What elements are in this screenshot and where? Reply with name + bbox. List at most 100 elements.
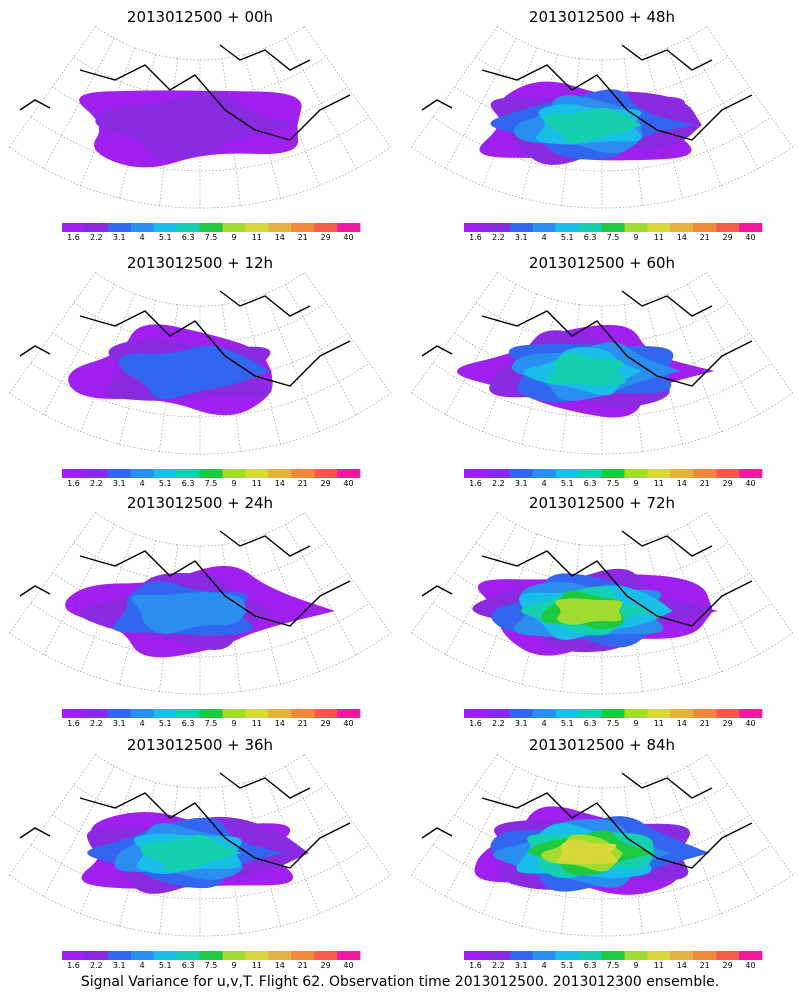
- colorbar-label: 40: [745, 233, 755, 242]
- variance-field: [472, 568, 719, 656]
- colorbar-swatch: [509, 469, 533, 478]
- colorbar-swatch: [245, 709, 269, 718]
- colorbar-swatch: [268, 951, 292, 960]
- colorbar-label: 21: [700, 233, 710, 242]
- variance-field: [474, 806, 710, 895]
- colorbar-swatch: [624, 951, 648, 960]
- colorbar: 1.6 2.2 3.1 4 5.1 6.3 7.5 9 11 14 21 29 40: [62, 223, 361, 242]
- colorbar-label: 9: [231, 479, 236, 488]
- colorbar-label: 7.5: [607, 233, 620, 242]
- colorbar-label: 21: [298, 961, 308, 970]
- colorbar-swatch: [199, 951, 223, 960]
- colorbar-swatch: [62, 223, 86, 232]
- colorbar-swatch: [716, 709, 740, 718]
- figure-caption: Signal Variance for u,v,T. Flight 62. Ob…: [81, 974, 719, 990]
- colorbar-swatch: [84, 709, 109, 718]
- colorbar-label: 7.5: [607, 961, 620, 970]
- colorbar-label: 11: [654, 233, 664, 242]
- colorbar-label: 9: [231, 719, 236, 728]
- colorbar-swatch: [176, 709, 200, 718]
- colorbar-label: 5.1: [561, 233, 574, 242]
- colorbar-swatch: [464, 951, 488, 960]
- colorbar-swatch: [578, 951, 602, 960]
- map-panel: 2013012500 + 60h 1.6 2.2 3.1 4 5.1 6.3 7.5 9 11 14…: [410, 254, 794, 488]
- colorbar-label: 21: [700, 719, 710, 728]
- colorbar-label: 29: [723, 961, 733, 970]
- colorbar-label: 4: [140, 233, 145, 242]
- colorbar: 1.6 2.2 3.1 4 5.1 6.3 7.5 9 11 14 21 29 40: [464, 223, 763, 242]
- colorbar-label: 40: [343, 961, 353, 970]
- colorbar-swatch: [486, 469, 511, 478]
- colorbar-label: 14: [677, 233, 687, 242]
- colorbar-label: 3.1: [113, 719, 126, 728]
- colorbar-label: 4: [542, 961, 547, 970]
- colorbar-label: 2.2: [492, 233, 505, 242]
- colorbar-label: 2.2: [90, 479, 103, 488]
- colorbar-swatch: [245, 469, 269, 478]
- colorbar-swatch: [578, 709, 602, 718]
- colorbar-swatch: [199, 709, 223, 718]
- colorbar-swatch: [153, 709, 177, 718]
- colorbar-swatch: [268, 709, 292, 718]
- colorbar-swatch: [647, 223, 671, 232]
- colorbar: 1.6 2.2 3.1 4 5.1 6.3 7.5 9 11 14 21 29 40: [464, 469, 763, 488]
- colorbar-swatch: [693, 469, 717, 478]
- colorbar: 1.6 2.2 3.1 4 5.1 6.3 7.5 9 11 14 21 29 40: [62, 709, 361, 728]
- colorbar: 1.6 2.2 3.1 4 5.1 6.3 7.5 9 11 14 21 29 40: [62, 951, 361, 970]
- variance-field: [81, 812, 309, 894]
- colorbar-swatch: [337, 709, 361, 718]
- map-panel: 2013012500 + 00h 1.6 2.2 3.1 4 5.1 6.3 7.5 9 11 14…: [8, 8, 392, 242]
- colorbar-swatch: [624, 469, 648, 478]
- colorbar-label: 9: [633, 961, 638, 970]
- colorbar-swatch: [601, 709, 625, 718]
- colorbar-swatch: [62, 709, 86, 718]
- colorbar-label: 14: [275, 479, 285, 488]
- colorbar-swatch: [464, 709, 488, 718]
- panel-title: 2013012500 + 84h: [529, 736, 675, 754]
- colorbar-label: 3.1: [515, 961, 528, 970]
- colorbar-label: 6.3: [182, 479, 195, 488]
- coastline: [19, 290, 351, 387]
- colorbar-label: 11: [252, 719, 262, 728]
- colorbar-label: 40: [343, 719, 353, 728]
- colorbar-swatch: [739, 223, 763, 232]
- colorbar-swatch: [268, 469, 292, 478]
- panel-title: 2013012500 + 48h: [529, 8, 675, 26]
- colorbar-swatch: [176, 223, 200, 232]
- variance-field: [79, 90, 302, 168]
- map-panel: 2013012500 + 48h 1.6 2.2 3.1 4 5.1 6.3 7.5 9 11 14…: [410, 8, 794, 242]
- colorbar-swatch: [532, 469, 556, 478]
- colorbar-label: 6.3: [584, 719, 597, 728]
- variance-field: [68, 324, 273, 416]
- colorbar-swatch: [268, 223, 292, 232]
- colorbar-swatch: [716, 951, 740, 960]
- panel-title: 2013012500 + 24h: [127, 494, 273, 512]
- colorbar-label: 21: [298, 719, 308, 728]
- colorbar-label: 29: [321, 479, 331, 488]
- coastline: [421, 44, 753, 141]
- variance-field: [479, 81, 702, 165]
- colorbar-swatch: [716, 223, 740, 232]
- colorbar-label: 4: [542, 479, 547, 488]
- panel-title: 2013012500 + 12h: [127, 254, 273, 272]
- colorbar-label: 2.2: [90, 961, 103, 970]
- colorbar-swatch: [222, 709, 246, 718]
- colorbar-label: 2.2: [492, 479, 505, 488]
- colorbar-swatch: [62, 469, 86, 478]
- colorbar-swatch: [84, 951, 109, 960]
- colorbar-swatch: [486, 951, 511, 960]
- colorbar-swatch: [486, 223, 511, 232]
- colorbar-label: 21: [298, 479, 308, 488]
- colorbar-label: 29: [321, 961, 331, 970]
- colorbar-swatch: [291, 223, 315, 232]
- colorbar-label: 40: [343, 233, 353, 242]
- colorbar-label: 11: [654, 961, 664, 970]
- colorbar-swatch: [84, 469, 109, 478]
- colorbar-swatch: [337, 951, 361, 960]
- colorbar-label: 1.6: [67, 961, 80, 970]
- colorbar-label: 2.2: [492, 719, 505, 728]
- colorbar-label: 1.6: [469, 719, 482, 728]
- colorbar-label: 9: [633, 719, 638, 728]
- colorbar-label: 5.1: [159, 719, 172, 728]
- colorbar-swatch: [739, 951, 763, 960]
